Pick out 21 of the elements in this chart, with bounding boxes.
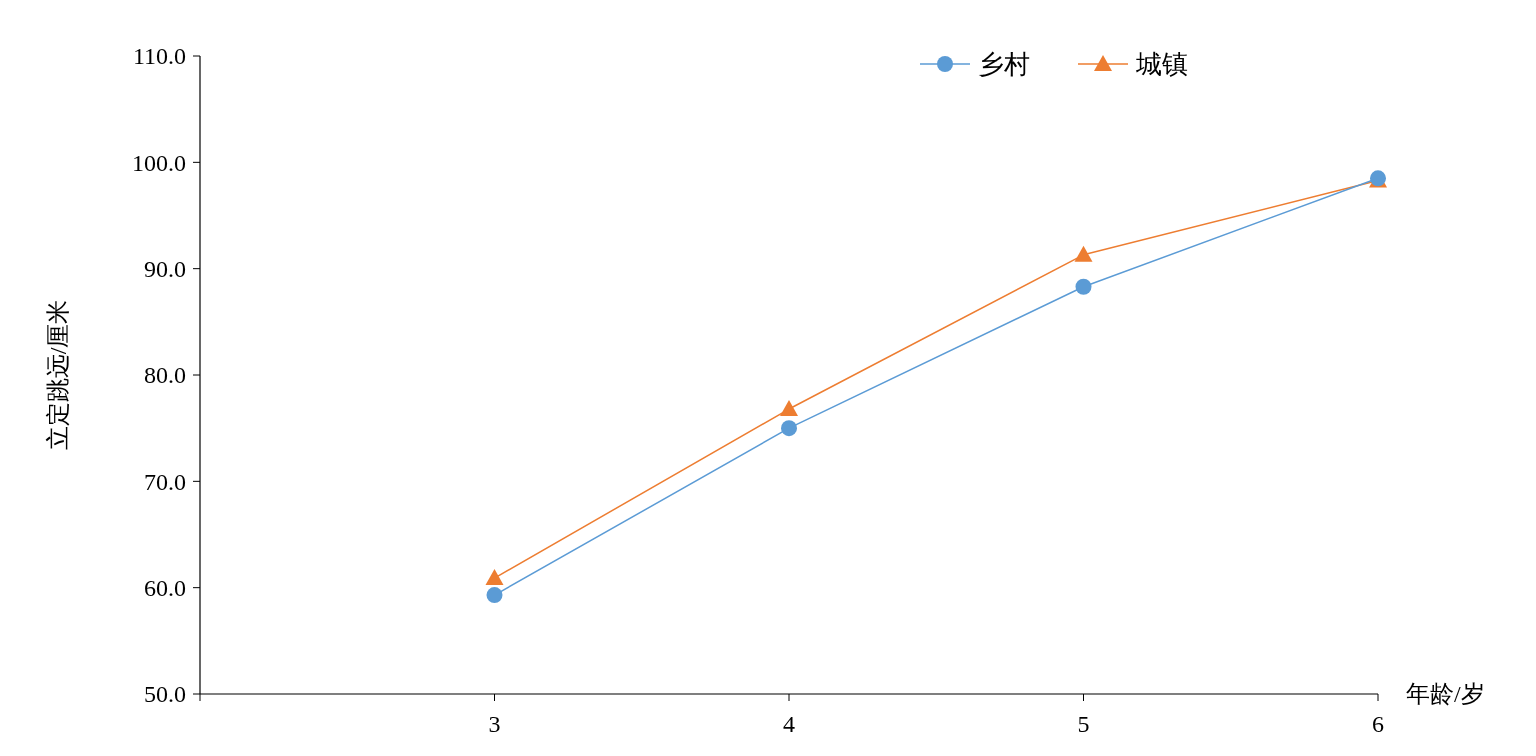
point <box>780 400 798 417</box>
legend-label: 城镇 <box>1135 50 1188 80</box>
point <box>1074 245 1093 262</box>
point <box>781 420 797 437</box>
y-tick-label: 60.0 <box>144 575 186 602</box>
y-tick-label: 110.0 <box>132 43 186 70</box>
y-tick-label: 100.0 <box>132 149 186 176</box>
point <box>485 569 504 586</box>
legend-label: 乡村 <box>978 50 1030 80</box>
y-tick-label: 70.0 <box>144 468 186 495</box>
point <box>486 587 503 604</box>
y-tick-label: 80.0 <box>144 362 186 389</box>
x-tick-label: 4 <box>783 711 795 737</box>
x-tick-label: 3 <box>488 711 501 737</box>
y-tick-label: 90.0 <box>144 256 186 283</box>
point <box>1075 278 1092 295</box>
y-tick-label: 50.0 <box>144 681 186 708</box>
y-axis-title: 立定跳远/厘米 <box>45 299 71 451</box>
x-tick-label: 5 <box>1077 711 1090 737</box>
x-tick-label: 6 <box>1372 711 1384 737</box>
x-axis-title: 年龄/岁 <box>1406 681 1485 707</box>
